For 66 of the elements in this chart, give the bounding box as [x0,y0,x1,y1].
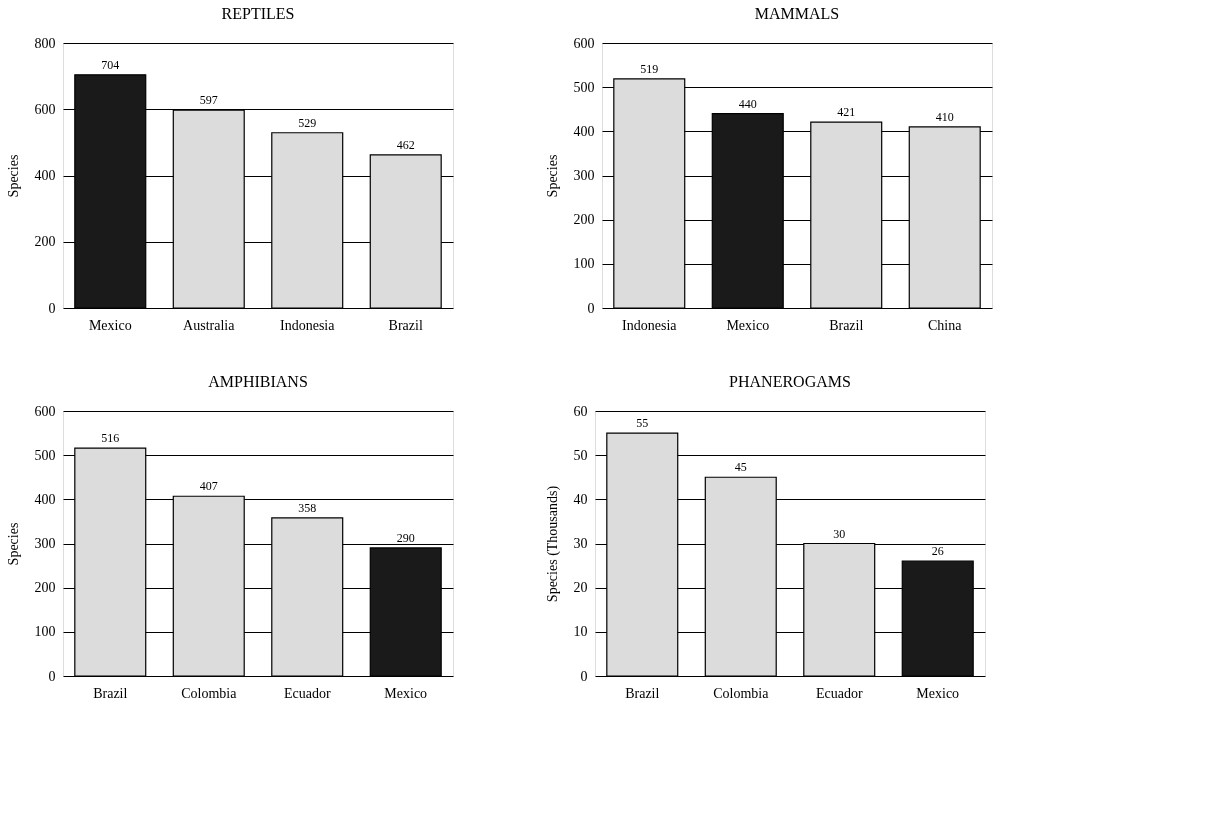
data-label: 26 [931,544,944,559]
y-tick-label: 10 [573,624,588,640]
data-label: 519 [640,61,659,76]
y-tick-label: 500 [34,447,56,463]
x-tick-label: Mexico [916,685,960,701]
y-tick-label: 600 [34,403,56,419]
y-tick-label: 400 [34,168,56,183]
x-tick-label: China [928,317,963,333]
data-label: 358 [298,500,317,515]
y-tick-label: 300 [34,536,56,551]
data-label: 516 [101,431,120,446]
y-tick-label: 100 [573,256,595,272]
y-tick-label: 800 [34,35,56,51]
x-tick-label: Colombia [713,685,770,701]
data-label: 410 [935,109,954,124]
y-tick-label: 40 [573,491,588,507]
chart-title: MAMMALS [754,5,840,22]
y-tick-label: 200 [573,212,595,228]
y-tick-label: 300 [573,168,595,183]
x-tick-label: Mexico [384,685,428,701]
data-label: 407 [199,479,218,494]
x-tick-label: Colombia [181,685,238,701]
y-tick-label: 200 [34,580,56,596]
data-label: 704 [101,57,120,72]
y-axis-title: Species [544,154,560,198]
y-tick-label: 20 [573,580,588,596]
y-tick-label: 200 [34,234,56,250]
y-tick-label: 600 [34,101,56,117]
chart-title: PHANEROGAMS [729,373,851,390]
x-tick-label: Mexico [88,317,132,333]
x-tick-label: Indonesia [280,317,336,333]
y-tick-label: 0 [48,300,56,316]
chart-title: REPTILES [221,5,295,22]
data-label: 55 [636,416,649,431]
y-tick-label: 0 [580,668,588,684]
y-tick-label: 0 [587,300,595,316]
y-tick-label: 600 [573,35,595,51]
y-tick-label: 0 [48,668,56,684]
data-label: 440 [738,96,757,111]
x-tick-label: Mexico [726,317,770,333]
chart-title: AMPHIBIANS [208,373,308,390]
y-axis-title: Species [5,522,21,566]
data-label: 529 [298,115,317,130]
y-tick-label: 500 [573,79,595,95]
data-label: 462 [396,137,415,152]
x-tick-label: Brazil [93,685,128,701]
y-tick-label: 60 [573,403,588,419]
data-label: 421 [837,105,856,120]
y-tick-label: 100 [34,624,56,640]
x-tick-label: Indonesia [622,317,678,333]
y-tick-label: 50 [573,447,588,463]
y-axis-title: Species (Thousands) [544,485,561,603]
data-label: 597 [199,93,218,108]
y-tick-label: 30 [573,536,588,551]
x-tick-label: Brazil [388,317,423,333]
x-tick-label: Brazil [625,685,660,701]
y-tick-label: 400 [573,123,595,139]
x-tick-label: Ecuador [283,685,331,701]
data-label: 45 [734,460,747,475]
data-label: 30 [833,526,846,541]
y-tick-label: 400 [34,491,56,507]
x-tick-label: Australia [183,317,236,333]
data-label: 290 [396,530,415,545]
x-tick-label: Ecuador [815,685,863,701]
x-tick-label: Brazil [829,317,864,333]
y-axis-title: Species [5,154,21,198]
